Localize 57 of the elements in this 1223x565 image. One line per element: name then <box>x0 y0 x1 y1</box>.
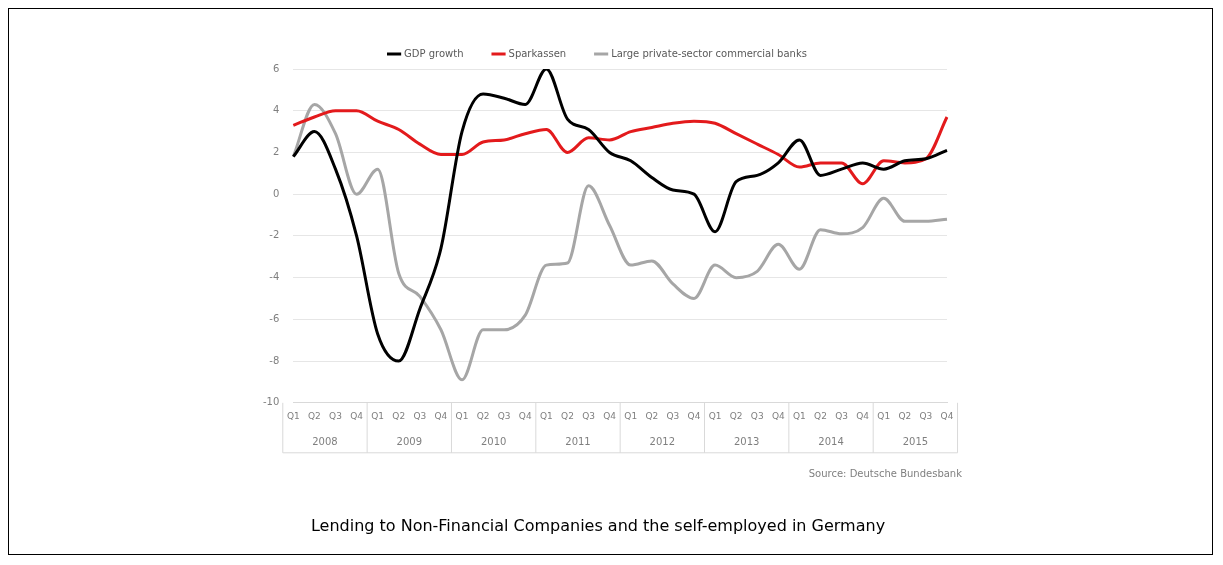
legend-label: GDP growth <box>404 47 464 59</box>
x-tick-label: Q2 <box>392 410 406 421</box>
text: 2010 <box>480 436 507 448</box>
y-tick-label: -8 <box>269 354 280 366</box>
x-tick-label: Q1 <box>877 410 891 421</box>
x-tick-label: Q3 <box>413 410 427 421</box>
x-tick-label: Q4 <box>518 410 532 421</box>
y-tick-label: -2 <box>269 229 280 241</box>
x-tick-label: Q2 <box>308 410 321 421</box>
text: 2014 <box>818 436 844 448</box>
x-tick-label: Q4 <box>603 410 617 421</box>
y-tick-label: 4 <box>272 104 280 116</box>
text: 2012 <box>649 436 676 448</box>
x-tick-label: Q4 <box>771 410 785 421</box>
x-tick-label: Q2 <box>729 410 743 421</box>
y-tick-label: -4 <box>269 271 280 283</box>
x-tick-label: Q3 <box>497 410 511 421</box>
x-tick-label: Q3 <box>582 410 595 421</box>
x-tick-label: Q4 <box>434 410 448 421</box>
x-tick-label: Q1 <box>539 410 553 421</box>
x-tick-label: Q2 <box>561 410 574 421</box>
x-tick-label: Q1 <box>371 410 385 421</box>
legend-label: Sparkassen <box>508 47 567 59</box>
x-tick-label: Q1 <box>286 410 300 421</box>
y-tick-label: -10 <box>262 396 280 408</box>
x-tick-label: Q1 <box>455 410 469 421</box>
x-tick-label: Q4 <box>940 410 954 421</box>
y-tick-label: 6 <box>272 62 280 74</box>
line-series <box>291 102 949 382</box>
y-tick-label: 0 <box>272 187 280 199</box>
y-tick-label: 2 <box>272 146 280 158</box>
x-tick-label: Q1 <box>624 410 638 421</box>
line-series <box>291 69 949 363</box>
x-tick-label: Q2 <box>645 410 659 421</box>
text: 2011 <box>565 436 591 448</box>
x-tick-label: Q3 <box>750 410 764 421</box>
line-series <box>291 109 949 186</box>
x-tick-label: Q2 <box>476 410 490 421</box>
x-tick-label: Q2 <box>814 410 827 421</box>
source-note: Source: Deutsche Bundesbank <box>808 468 963 480</box>
x-tick-label: Q4 <box>687 410 701 421</box>
x-tick-label: Q2 <box>898 410 912 421</box>
y-tick-label: -6 <box>269 312 280 324</box>
x-tick-label: Q1 <box>792 410 806 421</box>
x-tick-label: Q3 <box>835 410 848 421</box>
legend-label: Large private-sector commercial banks <box>611 47 807 59</box>
text: 2015 <box>902 436 929 448</box>
x-tick-label: Q3 <box>329 410 342 421</box>
text: 2009 <box>396 436 423 448</box>
x-tick-label: Q4 <box>350 410 364 421</box>
text: 2013 <box>733 436 760 448</box>
x-tick-label: Q3 <box>666 410 680 421</box>
text: 2008 <box>312 436 338 448</box>
x-tick-label: Q3 <box>919 410 933 421</box>
text: Lending to Non-Financial Companies and the self-employed in Germany <box>310 515 886 535</box>
x-tick-label: Q4 <box>856 410 870 421</box>
x-tick-label: Q1 <box>708 410 722 421</box>
